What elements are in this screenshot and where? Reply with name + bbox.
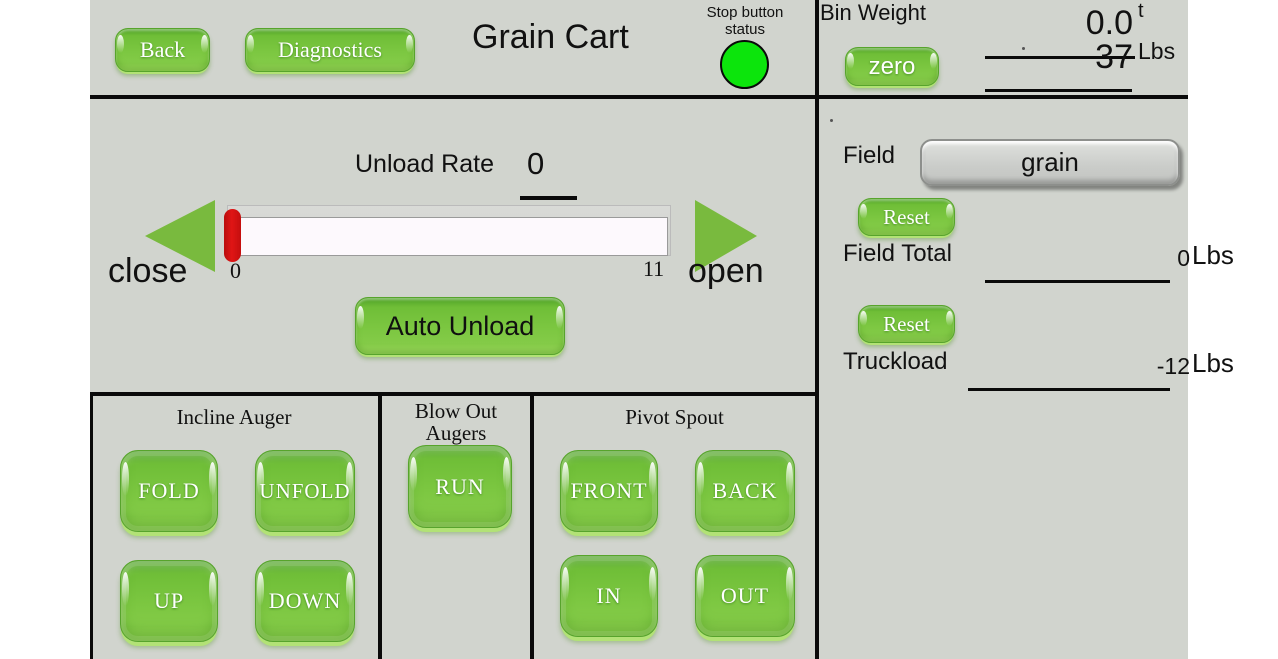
unload-rate-label: Unload Rate: [355, 150, 494, 178]
pivot-spout-title: Pivot Spout: [625, 405, 724, 429]
bin-weight-lbs-underline: [985, 89, 1132, 92]
front-button[interactable]: FRONT: [560, 450, 658, 532]
auto-unload-button[interactable]: Auto Unload: [355, 297, 565, 355]
open-label: open: [688, 252, 764, 290]
truckload-label: Truckload: [843, 348, 948, 375]
bottom-sections-top-border: [90, 392, 819, 396]
blow-out-augers-title: Blow Out Augers: [414, 399, 498, 445]
bin-weight-tonnes-unit: t: [1138, 0, 1144, 22]
field-total-underline: [985, 280, 1170, 283]
zero-button[interactable]: zero: [845, 47, 939, 86]
screen-speck: [1022, 47, 1025, 50]
out-button[interactable]: OUT: [695, 555, 795, 637]
field-label: Field: [843, 142, 896, 169]
bin-weight-lbs-value: 37: [1095, 38, 1133, 76]
back-button[interactable]: Back: [115, 28, 210, 72]
screen-speck: [830, 119, 833, 122]
unload-rate-slider-track[interactable]: [228, 217, 668, 256]
field-total-unit: Lbs: [1192, 240, 1234, 270]
unload-rate-underline: [520, 196, 577, 200]
close-label: close: [108, 252, 188, 290]
down-button[interactable]: DOWN: [255, 560, 355, 642]
truckload-unit: Lbs: [1192, 348, 1234, 378]
incline-auger-title: Incline Auger: [176, 405, 292, 429]
bin-weight-label: Bin Weight: [820, 0, 926, 25]
grain-cart-app: Back Diagnostics Grain Cart Stop button …: [90, 0, 1234, 659]
blowout-pivot-divider: [530, 392, 534, 659]
open-arrow-button[interactable]: [695, 200, 757, 272]
slider-min-label: 0: [230, 258, 241, 283]
field-total-label: Field Total: [843, 240, 952, 267]
close-arrow-button[interactable]: [145, 200, 215, 272]
incline-blowout-divider: [378, 392, 382, 659]
up-button[interactable]: UP: [120, 560, 218, 642]
field-select[interactable]: grain: [920, 139, 1180, 186]
run-button[interactable]: RUN: [408, 445, 512, 528]
truckload-reset-button[interactable]: Reset: [858, 305, 955, 343]
back-spout-button[interactable]: BACK: [695, 450, 795, 532]
incline-left-border: [90, 392, 93, 659]
truckload-value: -12: [1156, 353, 1190, 379]
stop-status-label: Stop button status: [706, 4, 784, 38]
slider-max-label: 11: [643, 256, 665, 281]
unload-rate-value: 0: [527, 146, 545, 181]
unfold-button[interactable]: UNFOLD: [255, 450, 355, 532]
truckload-underline: [968, 388, 1170, 391]
right-panel-divider: [815, 0, 819, 659]
header-divider: [90, 95, 1188, 99]
unload-rate-slider-handle[interactable]: [224, 209, 241, 262]
field-total-reset-button[interactable]: Reset: [858, 198, 955, 236]
page-title: Grain Cart: [472, 18, 629, 56]
bin-weight-lbs-unit: Lbs: [1138, 38, 1176, 64]
in-button[interactable]: IN: [560, 555, 658, 637]
field-total-value: 0: [1177, 245, 1190, 271]
bin-weight-tonnes-underline: [985, 56, 1135, 59]
stop-status-indicator: [720, 40, 769, 89]
bin-weight-tonnes-value: 0.0: [1085, 4, 1133, 42]
fold-button[interactable]: FOLD: [120, 450, 218, 532]
diagnostics-button[interactable]: Diagnostics: [245, 28, 415, 72]
